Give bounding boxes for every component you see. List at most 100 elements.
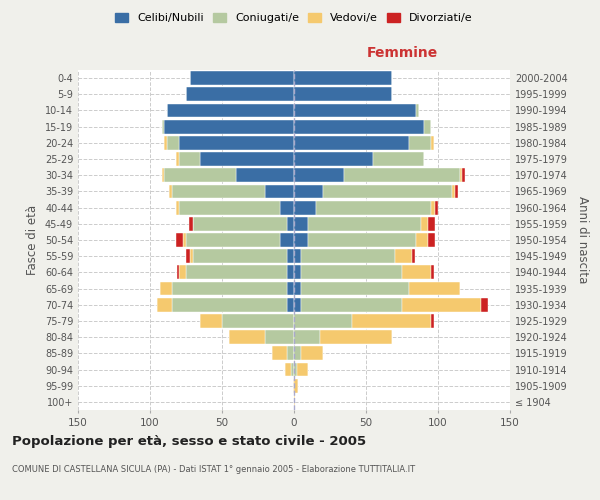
Bar xyxy=(395,250,412,263)
Bar xyxy=(222,314,294,328)
Bar xyxy=(291,362,294,376)
Bar xyxy=(287,282,294,296)
Bar xyxy=(308,217,421,230)
Y-axis label: Anni di nascita: Anni di nascita xyxy=(576,196,589,284)
Bar xyxy=(323,184,452,198)
Bar xyxy=(294,250,301,263)
Text: Femmine: Femmine xyxy=(367,46,437,60)
Text: Popolazione per età, sesso e stato civile - 2005: Popolazione per età, sesso e stato civil… xyxy=(12,435,366,448)
Bar xyxy=(160,282,172,296)
Y-axis label: Fasce di età: Fasce di età xyxy=(26,205,39,275)
Bar xyxy=(344,168,460,182)
Bar xyxy=(200,314,222,328)
Bar xyxy=(164,168,236,182)
Bar xyxy=(294,104,416,118)
Bar xyxy=(161,168,164,182)
Legend: Celibi/Nubili, Coniugati/e, Vedovi/e, Divorziati/e: Celibi/Nubili, Coniugati/e, Vedovi/e, Di… xyxy=(111,8,477,28)
Bar xyxy=(286,362,291,376)
Bar xyxy=(301,266,402,280)
Bar xyxy=(421,217,428,230)
Bar xyxy=(169,184,172,198)
Bar xyxy=(287,298,294,312)
Bar xyxy=(265,330,294,344)
Bar xyxy=(189,217,193,230)
Bar xyxy=(294,298,301,312)
Bar xyxy=(412,250,415,263)
Bar xyxy=(280,233,294,247)
Bar xyxy=(301,282,409,296)
Bar xyxy=(294,282,301,296)
Bar xyxy=(287,250,294,263)
Bar xyxy=(416,104,419,118)
Bar xyxy=(294,379,298,392)
Bar xyxy=(294,395,295,409)
Bar xyxy=(178,266,179,280)
Bar xyxy=(186,266,287,280)
Bar xyxy=(301,346,323,360)
Bar xyxy=(179,200,280,214)
Bar xyxy=(409,136,431,149)
Bar xyxy=(190,71,294,85)
Bar xyxy=(172,298,287,312)
Bar xyxy=(294,362,297,376)
Bar xyxy=(294,168,344,182)
Bar xyxy=(416,233,428,247)
Bar xyxy=(172,282,287,296)
Bar xyxy=(294,200,316,214)
Bar xyxy=(294,136,409,149)
Bar xyxy=(402,298,481,312)
Bar xyxy=(172,184,265,198)
Bar xyxy=(294,266,301,280)
Bar xyxy=(460,168,463,182)
Bar xyxy=(320,330,392,344)
Bar xyxy=(431,314,434,328)
Bar xyxy=(164,120,294,134)
Bar xyxy=(293,379,294,392)
Bar xyxy=(431,200,435,214)
Bar xyxy=(167,104,294,118)
Bar xyxy=(455,184,458,198)
Bar xyxy=(167,136,179,149)
Bar xyxy=(287,346,294,360)
Bar xyxy=(193,250,287,263)
Bar xyxy=(431,266,434,280)
Bar xyxy=(280,200,294,214)
Bar xyxy=(481,298,488,312)
Bar xyxy=(316,200,431,214)
Bar xyxy=(265,184,294,198)
Bar xyxy=(463,168,466,182)
Bar xyxy=(200,152,294,166)
Bar xyxy=(190,250,193,263)
Bar xyxy=(294,330,320,344)
Bar xyxy=(179,152,200,166)
Bar xyxy=(161,120,164,134)
Bar xyxy=(294,152,373,166)
Bar xyxy=(176,233,183,247)
Bar xyxy=(193,217,287,230)
Bar xyxy=(176,200,179,214)
Bar xyxy=(179,136,294,149)
Bar xyxy=(297,362,308,376)
Bar xyxy=(352,314,431,328)
Bar xyxy=(164,136,167,149)
Bar xyxy=(287,217,294,230)
Bar xyxy=(424,120,431,134)
Bar xyxy=(373,152,424,166)
Bar xyxy=(294,233,308,247)
Bar xyxy=(272,346,287,360)
Bar xyxy=(294,314,352,328)
Bar xyxy=(294,71,392,85)
Bar xyxy=(431,136,434,149)
Bar xyxy=(294,346,301,360)
Bar xyxy=(294,217,308,230)
Bar xyxy=(287,266,294,280)
Bar xyxy=(452,184,455,198)
Bar xyxy=(179,266,186,280)
Bar xyxy=(428,217,435,230)
Bar xyxy=(186,233,280,247)
Bar xyxy=(294,120,424,134)
Bar xyxy=(157,298,172,312)
Bar xyxy=(186,88,294,101)
Bar xyxy=(308,233,416,247)
Bar xyxy=(428,233,435,247)
